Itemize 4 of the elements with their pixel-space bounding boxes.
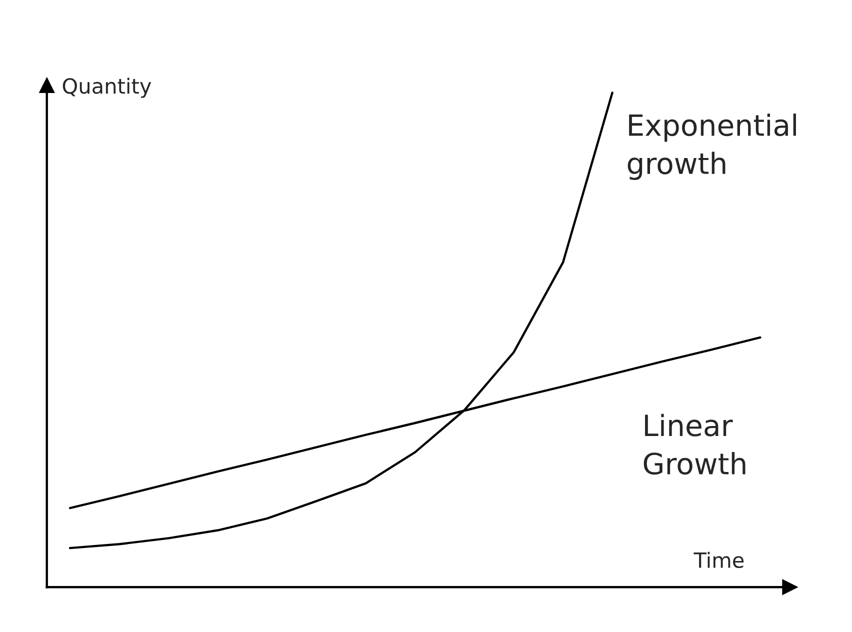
y-axis-title: Quantity [62,78,152,98]
series-label: Linear Growth [644,414,746,475]
series-label: Exponential growth [628,114,796,180]
x-axis-title: Time [694,552,744,568]
